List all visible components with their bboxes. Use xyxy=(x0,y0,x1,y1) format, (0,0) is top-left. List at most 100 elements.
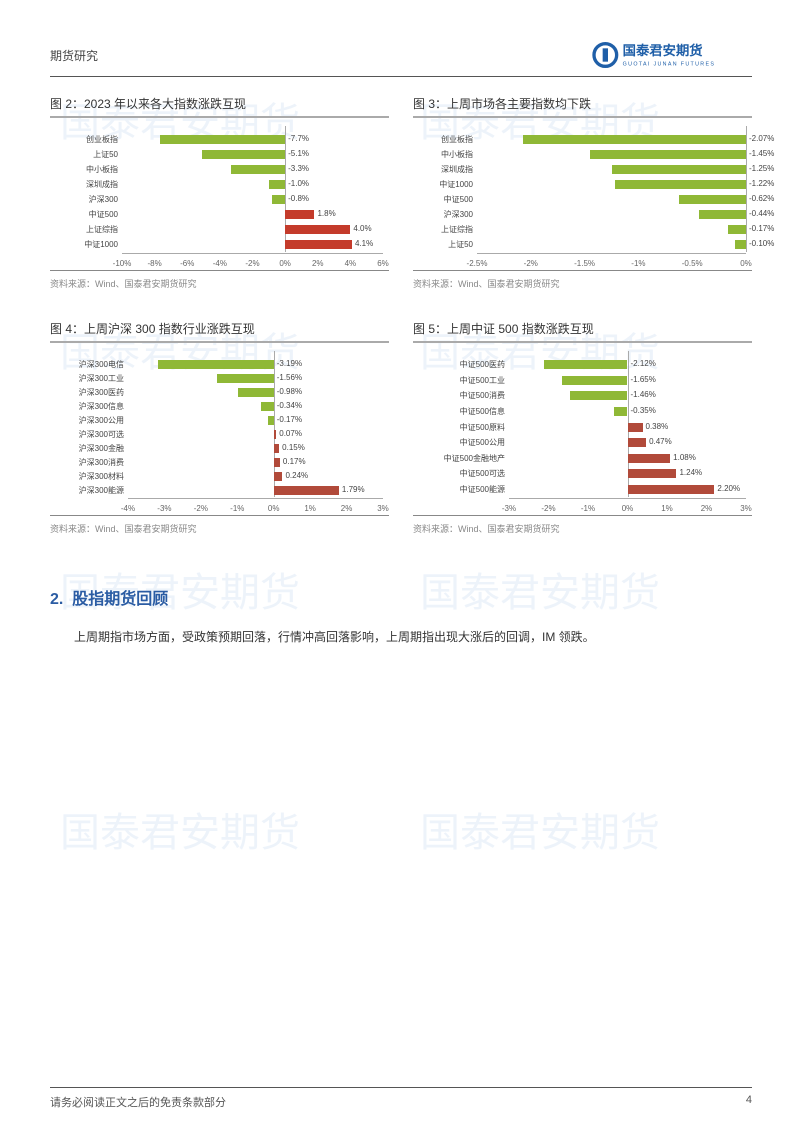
bar xyxy=(590,150,746,159)
bar xyxy=(735,240,746,249)
bar xyxy=(160,135,286,144)
header-category: 期货研究 xyxy=(50,47,98,64)
chart-title: 图 3：上周市场各主要指数均下跌 xyxy=(413,95,752,118)
bar-label: 中证500医药 xyxy=(413,359,505,370)
bar-value: -5.1% xyxy=(288,149,309,158)
axis-tick: -6% xyxy=(180,259,194,268)
bar-value: -1.65% xyxy=(631,375,656,384)
bar xyxy=(238,388,274,397)
bar xyxy=(274,430,277,439)
chart-title: 图 5：上周中证 500 指数涨跌互现 xyxy=(413,320,752,343)
bar xyxy=(728,225,746,234)
bar-label: 创业板指 xyxy=(50,134,118,145)
axis-tick: -1% xyxy=(631,259,645,268)
svg-text:GUOTAI JUNAN FUTURES: GUOTAI JUNAN FUTURES xyxy=(623,62,716,68)
bar xyxy=(523,135,746,144)
bar-label: 中证500公用 xyxy=(413,437,505,448)
bar-value: 0.38% xyxy=(646,422,669,431)
chart-title: 图 4：上周沪深 300 指数行业涨跌互现 xyxy=(50,320,389,343)
bar-label: 沪深300可选 xyxy=(50,429,124,440)
bar-value: 0.07% xyxy=(279,429,302,438)
chart-source: 资料来源：Wind、国泰君安期货研究 xyxy=(413,277,752,290)
bar xyxy=(274,486,339,495)
chart-5: 图 5：上周中证 500 指数涨跌互现 -3%-2%-1%0%1%2%3%中证5… xyxy=(413,320,752,535)
watermark: 国泰君安期货 xyxy=(420,800,660,858)
axis-tick: -1% xyxy=(581,504,595,513)
bar-label: 沪深300金融 xyxy=(50,443,124,454)
bar-label: 中证500消费 xyxy=(413,390,505,401)
bar-label: 上证综指 xyxy=(50,224,118,235)
axis-tick: 6% xyxy=(377,259,389,268)
axis-tick: -8% xyxy=(148,259,162,268)
axis-tick: 0% xyxy=(268,504,280,513)
bar-value: -0.35% xyxy=(631,406,656,415)
bar xyxy=(628,485,715,494)
bar-value: 1.08% xyxy=(673,453,696,462)
axis-tick: -3% xyxy=(502,504,516,513)
bar xyxy=(261,402,273,411)
bar xyxy=(231,165,285,174)
axis-tick: 1% xyxy=(304,504,316,513)
bar-value: 4.0% xyxy=(353,224,371,233)
footer-disclaimer: 请务必阅读正文之后的免责条款部分 xyxy=(50,1094,226,1110)
bar-value: -1.22% xyxy=(749,179,774,188)
axis-tick: -2% xyxy=(541,504,555,513)
section-number: 2. xyxy=(50,591,63,608)
bar-label: 中证500可选 xyxy=(413,468,505,479)
axis-tick: 1% xyxy=(661,504,673,513)
chart-2: 图 2：2023 年以来各大指数涨跌互现 -10%-8%-6%-4%-2%0%2… xyxy=(50,95,389,290)
bar-value: -2.12% xyxy=(631,359,656,368)
brand-logo: 国泰君安期货 GUOTAI JUNAN FUTURES xyxy=(592,40,752,70)
page-number: 4 xyxy=(746,1094,752,1110)
bar xyxy=(615,180,746,189)
bar xyxy=(274,458,280,467)
bar-value: 2.20% xyxy=(717,484,740,493)
bar xyxy=(614,407,628,416)
axis-tick: -3% xyxy=(157,504,171,513)
chart-3: 图 3：上周市场各主要指数均下跌 -2.5%-2%-1.5%-1%-0.5%0%… xyxy=(413,95,752,290)
bar-label: 沪深300 xyxy=(50,194,118,205)
axis-tick: 3% xyxy=(740,504,752,513)
bar-label: 上证50 xyxy=(50,149,118,160)
axis-tick: -2% xyxy=(194,504,208,513)
bar xyxy=(570,391,628,400)
bar-label: 沪深300 xyxy=(413,209,473,220)
bar-label: 沪深300材料 xyxy=(50,471,124,482)
bar-label: 沪深300消费 xyxy=(50,457,124,468)
bar xyxy=(217,374,274,383)
bar-value: -7.7% xyxy=(288,134,309,143)
bar xyxy=(269,180,285,189)
bar-value: -0.98% xyxy=(277,387,302,396)
bar xyxy=(285,240,352,249)
bar-value: 0.24% xyxy=(285,471,308,480)
watermark: 国泰君安期货 xyxy=(60,800,300,858)
bar-label: 中证1000 xyxy=(413,179,473,190)
section-heading: 2. 股指期货回顾 xyxy=(50,585,752,609)
bar-value: -0.17% xyxy=(749,224,774,233)
bar-value: -1.45% xyxy=(749,149,774,158)
bar xyxy=(268,416,274,425)
bar-label: 沪深300工业 xyxy=(50,373,124,384)
bar-label: 中证500信息 xyxy=(413,406,505,417)
axis-tick: 2% xyxy=(701,504,713,513)
axis-tick: -0.5% xyxy=(682,259,703,268)
bar-value: -1.25% xyxy=(749,164,774,173)
page-header: 期货研究 国泰君安期货 GUOTAI JUNAN FUTURES xyxy=(50,40,752,77)
bar xyxy=(699,210,746,219)
bar-label: 中证1000 xyxy=(50,239,118,250)
axis-tick: 2% xyxy=(341,504,353,513)
chart-source: 资料来源：Wind、国泰君安期货研究 xyxy=(50,277,389,290)
bar-value: -0.44% xyxy=(749,209,774,218)
axis-tick: -2% xyxy=(524,259,538,268)
bar-value: -0.34% xyxy=(277,401,302,410)
chart-source: 资料来源：Wind、国泰君安期货研究 xyxy=(50,522,389,535)
bar-label: 中证500 xyxy=(413,194,473,205)
bar-label: 中证500工业 xyxy=(413,375,505,386)
bar-label: 深圳成指 xyxy=(413,164,473,175)
bar-value: 1.8% xyxy=(317,209,335,218)
axis-tick: 2% xyxy=(312,259,324,268)
bar-label: 沪深300医药 xyxy=(50,387,124,398)
bar-value: -3.19% xyxy=(277,359,302,368)
bar-label: 中小板指 xyxy=(413,149,473,160)
bar-value: 0.17% xyxy=(283,457,306,466)
